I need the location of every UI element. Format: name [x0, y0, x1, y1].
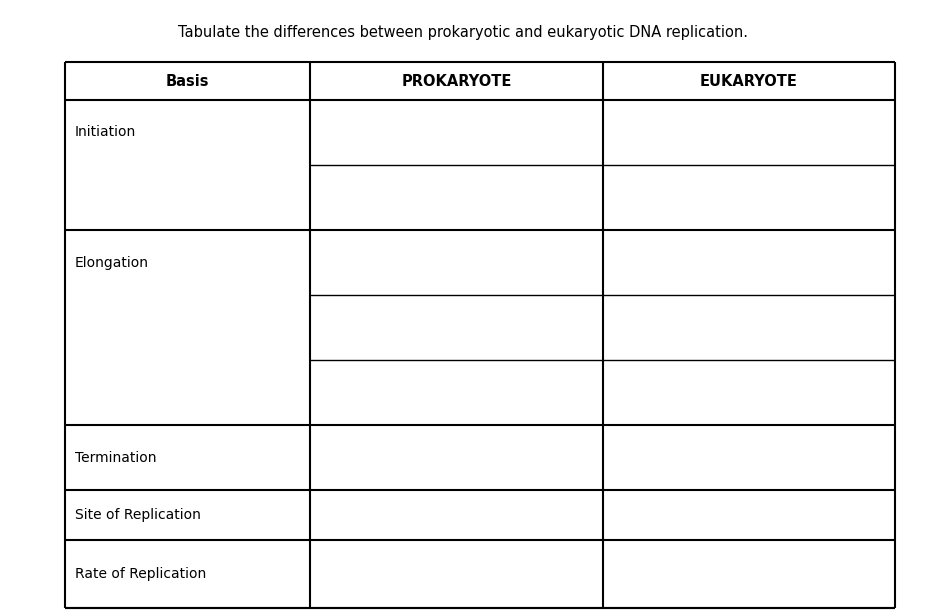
Text: Rate of Replication: Rate of Replication	[75, 567, 206, 581]
Text: PROKARYOTE: PROKARYOTE	[401, 73, 511, 89]
Text: Elongation: Elongation	[75, 256, 149, 270]
Text: Termination: Termination	[75, 450, 156, 464]
Text: Basis: Basis	[166, 73, 209, 89]
Text: EUKARYOTE: EUKARYOTE	[700, 73, 798, 89]
Text: Initiation: Initiation	[75, 126, 136, 139]
Text: Site of Replication: Site of Replication	[75, 508, 201, 522]
Text: Tabulate the differences between prokaryotic and eukaryotic DNA replication.: Tabulate the differences between prokary…	[178, 25, 748, 39]
